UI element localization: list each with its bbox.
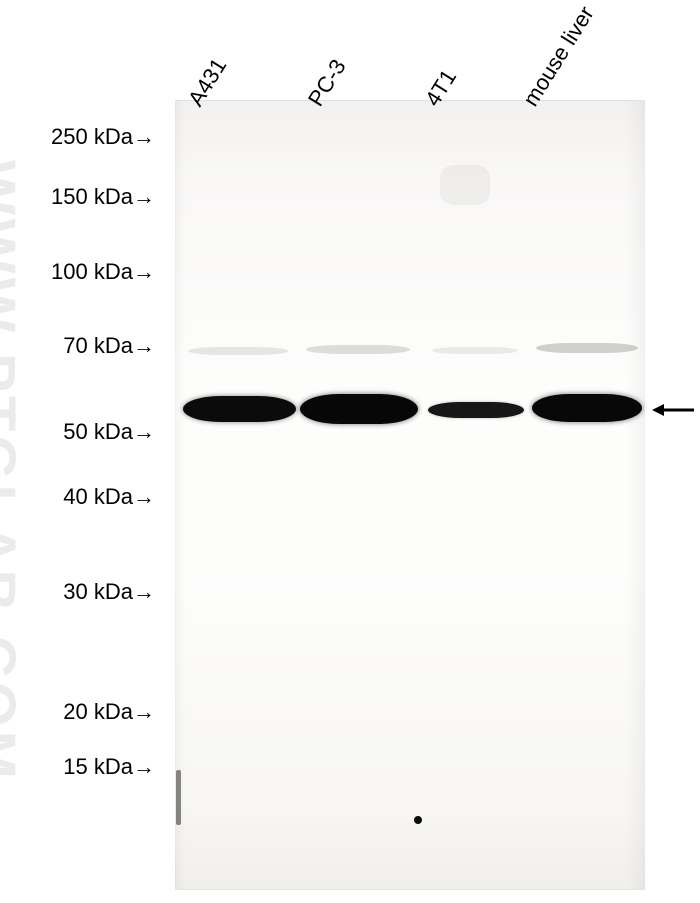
mw-label-15: 15 kDa→ [0,754,155,780]
westernblot-figure: WWW.PTGLAB.COM A431 PC-3 4T1 mouse liver… [0,0,700,903]
membrane-shade-right [626,101,644,889]
mw-label-150: 150 kDa→ [0,184,155,210]
faint-band-lane3 [432,347,518,354]
main-band-lane4 [532,394,642,422]
mw-text: 20 kDa [63,699,133,724]
arrow-right-icon: → [133,259,155,284]
faint-band-lane2 [306,345,410,354]
mw-label-100: 100 kDa→ [0,259,155,285]
arrow-right-icon: → [133,699,155,724]
mw-text: 100 kDa [51,259,133,284]
mw-label-30: 30 kDa→ [0,579,155,605]
mw-text: 15 kDa [63,754,133,779]
arrow-right-icon: → [133,184,155,209]
mw-label-20: 20 kDa→ [0,699,155,725]
mw-text: 50 kDa [63,419,133,444]
mw-text: 70 kDa [63,333,133,358]
arrow-right-icon: → [133,754,155,779]
target-arrow-icon [652,400,696,420]
arrow-right-icon: → [133,419,155,444]
mw-label-50: 50 kDa→ [0,419,155,445]
arrow-right-icon: → [133,333,155,358]
watermark-text: WWW.PTGLAB.COM [0,160,28,783]
mw-label-40: 40 kDa→ [0,484,155,510]
mw-text: 150 kDa [51,184,133,209]
mw-text: 250 kDa [51,124,133,149]
mw-text: 40 kDa [63,484,133,509]
lane-label-4: mouse liver [518,2,600,111]
artifact-spot [414,816,422,824]
artifact-edge-smudge [176,770,181,825]
faint-band-lane1 [188,347,288,355]
arrow-right-icon: → [133,124,155,149]
mw-label-250: 250 kDa→ [0,124,155,150]
main-band-lane3 [428,402,524,418]
blot-membrane [175,100,645,890]
main-band-lane2 [300,394,418,424]
arrow-right-icon: → [133,579,155,604]
mw-label-70: 70 kDa→ [0,333,155,359]
main-band-lane1 [183,396,296,422]
faint-band-lane4 [536,343,638,353]
mw-text: 30 kDa [63,579,133,604]
arrow-right-icon: → [133,484,155,509]
smudge-upper [440,165,490,205]
